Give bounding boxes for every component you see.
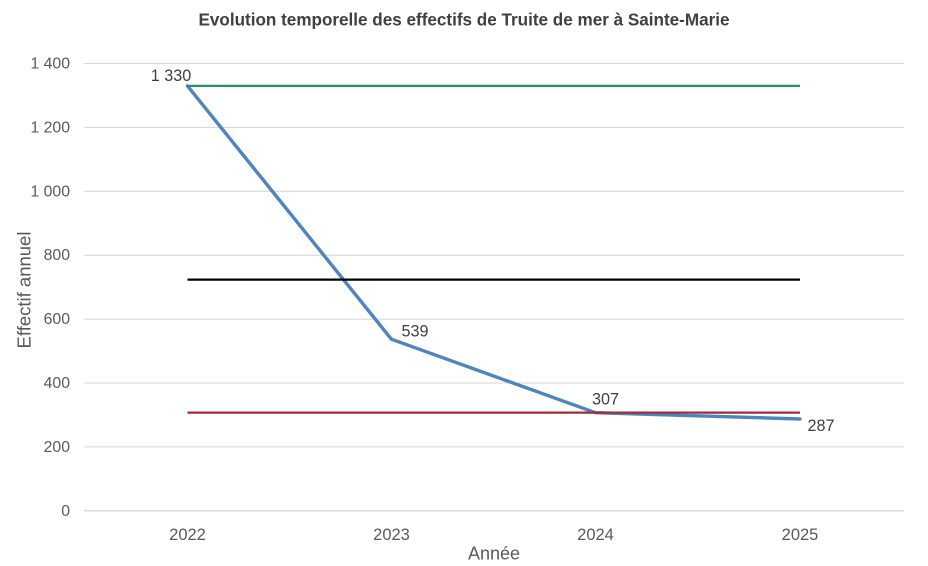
svg-text:400: 400 <box>44 375 71 392</box>
svg-text:287: 287 <box>807 417 834 435</box>
svg-text:1 400: 1 400 <box>30 56 70 73</box>
svg-text:1 200: 1 200 <box>30 119 70 136</box>
svg-text:200: 200 <box>44 439 71 456</box>
svg-text:0: 0 <box>61 503 70 520</box>
svg-text:Evolution temporelle des effec: Evolution temporelle des effectifs de Tr… <box>199 11 730 30</box>
svg-text:307: 307 <box>592 391 619 409</box>
svg-text:539: 539 <box>401 323 428 341</box>
svg-text:800: 800 <box>44 247 71 264</box>
svg-text:1 000: 1 000 <box>30 183 70 200</box>
svg-text:600: 600 <box>44 311 71 328</box>
svg-text:2025: 2025 <box>782 526 819 544</box>
svg-text:2023: 2023 <box>373 526 410 544</box>
svg-text:2024: 2024 <box>577 526 614 544</box>
svg-text:Année: Année <box>468 544 520 564</box>
svg-text:2022: 2022 <box>169 526 206 544</box>
svg-text:1 330: 1 330 <box>151 67 192 85</box>
svg-text:Effectif annuel: Effectif annuel <box>14 232 35 349</box>
